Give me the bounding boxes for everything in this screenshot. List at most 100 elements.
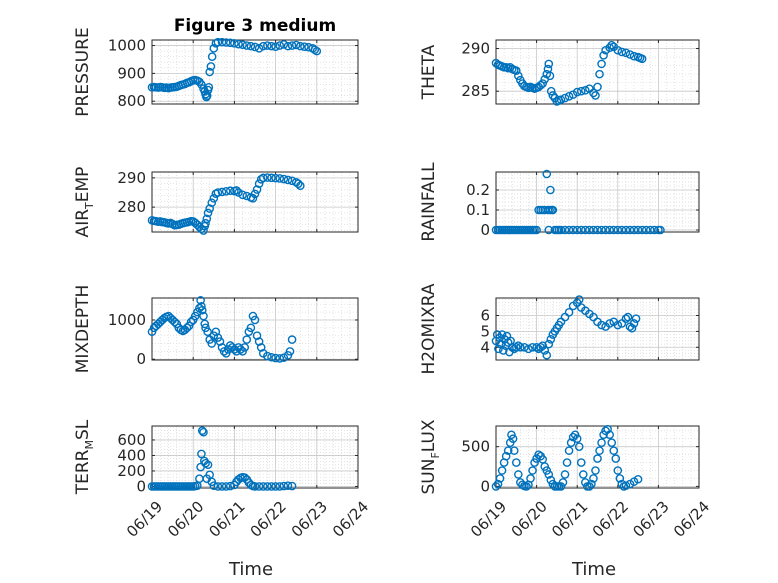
data-point bbox=[267, 173, 276, 183]
y-axis-label-tail: EMP bbox=[73, 167, 93, 203]
y-tick-label: 0 bbox=[136, 350, 146, 368]
data-point bbox=[611, 454, 621, 463]
data-point bbox=[589, 225, 598, 235]
data-point bbox=[656, 225, 665, 235]
data-point bbox=[213, 188, 223, 197]
data-point bbox=[637, 54, 647, 64]
y-tick-label: 0 bbox=[480, 221, 490, 239]
data-point bbox=[609, 225, 619, 235]
subplot-pressure: 800 900 1000 PRESSURE Figure 3 medium bbox=[73, 16, 359, 117]
y-tick-label: 1000 bbox=[108, 37, 146, 55]
data-point bbox=[287, 335, 297, 344]
data-point bbox=[589, 88, 598, 98]
data-point bbox=[607, 40, 617, 50]
data-point bbox=[545, 71, 555, 81]
series-markers bbox=[147, 173, 305, 235]
data-point bbox=[597, 59, 606, 69]
data-point bbox=[578, 470, 588, 479]
data-point bbox=[217, 187, 227, 197]
data-point bbox=[617, 47, 627, 57]
y-tick-label: 6 bbox=[480, 306, 490, 324]
data-point bbox=[572, 87, 582, 97]
data-point bbox=[546, 86, 556, 96]
data-point bbox=[621, 314, 631, 323]
data-point bbox=[267, 41, 276, 51]
data-point bbox=[528, 466, 537, 475]
data-point bbox=[182, 323, 192, 333]
data-point bbox=[556, 95, 566, 105]
y-axis-label-main: RAINFALL bbox=[419, 162, 439, 242]
data-point bbox=[546, 335, 556, 344]
y-axis-label-main: PRESSURE bbox=[73, 27, 93, 116]
axes-box bbox=[151, 39, 359, 105]
data-point bbox=[240, 473, 249, 482]
data-point bbox=[556, 225, 566, 235]
data-point bbox=[629, 225, 639, 235]
time-label-left: Time bbox=[228, 559, 273, 580]
data-point bbox=[263, 173, 272, 182]
data-point bbox=[252, 185, 262, 194]
data-point bbox=[267, 482, 276, 491]
data-point bbox=[564, 446, 574, 455]
y-tick-label: 0 bbox=[136, 477, 146, 495]
data-point bbox=[186, 317, 196, 327]
data-point bbox=[232, 186, 241, 195]
y-axis-label: H2OMIXRA bbox=[419, 283, 439, 374]
subplot-title: Figure 3 medium bbox=[174, 16, 336, 36]
data-point bbox=[512, 66, 521, 76]
data-point bbox=[497, 466, 507, 475]
y-tick-label: 800 bbox=[117, 92, 146, 110]
data-point bbox=[605, 430, 614, 440]
data-point bbox=[197, 449, 206, 459]
data-point bbox=[593, 225, 602, 235]
data-point bbox=[617, 225, 627, 235]
data-point bbox=[589, 474, 598, 483]
data-point bbox=[267, 352, 276, 362]
data-point bbox=[234, 39, 243, 49]
data-point bbox=[544, 470, 554, 479]
data-point bbox=[217, 482, 227, 491]
y-tick-label: 4 bbox=[480, 338, 490, 356]
data-point bbox=[495, 474, 505, 483]
data-point bbox=[609, 446, 619, 455]
data-point bbox=[516, 342, 525, 352]
subplot-theta: 285 290 THETA bbox=[419, 39, 700, 106]
data-point bbox=[246, 41, 256, 51]
data-point bbox=[520, 342, 529, 352]
data-point bbox=[601, 225, 610, 235]
data-point bbox=[258, 482, 268, 491]
data-point bbox=[279, 481, 289, 491]
data-point bbox=[532, 225, 541, 235]
y-axis-label-main: AIR bbox=[73, 209, 93, 238]
data-point bbox=[203, 208, 213, 218]
data-point bbox=[568, 225, 578, 235]
data-point bbox=[250, 42, 260, 52]
series-markers bbox=[147, 296, 297, 363]
data-point bbox=[501, 451, 511, 461]
data-point bbox=[312, 46, 322, 56]
data-point bbox=[238, 40, 247, 50]
data-point bbox=[507, 430, 516, 440]
y-tick-label: 290 bbox=[117, 169, 146, 187]
data-point bbox=[615, 474, 625, 483]
data-point bbox=[621, 225, 631, 235]
data-point bbox=[633, 225, 643, 235]
data-point bbox=[250, 189, 260, 199]
data-point bbox=[209, 481, 219, 490]
data-point bbox=[225, 186, 235, 196]
data-point bbox=[503, 446, 513, 455]
data-point bbox=[595, 69, 604, 79]
data-point bbox=[236, 345, 245, 354]
data-point bbox=[263, 351, 272, 361]
y-tick-label: 1000 bbox=[108, 311, 146, 329]
y-axis-label-main: THETA bbox=[419, 44, 439, 100]
data-point bbox=[514, 470, 523, 479]
data-point bbox=[287, 481, 297, 491]
data-point bbox=[170, 317, 179, 327]
data-point bbox=[196, 296, 205, 305]
y-axis-label: TERRMSL bbox=[73, 419, 96, 495]
data-point bbox=[275, 354, 285, 363]
data-point bbox=[564, 92, 574, 101]
data-point bbox=[560, 225, 570, 235]
